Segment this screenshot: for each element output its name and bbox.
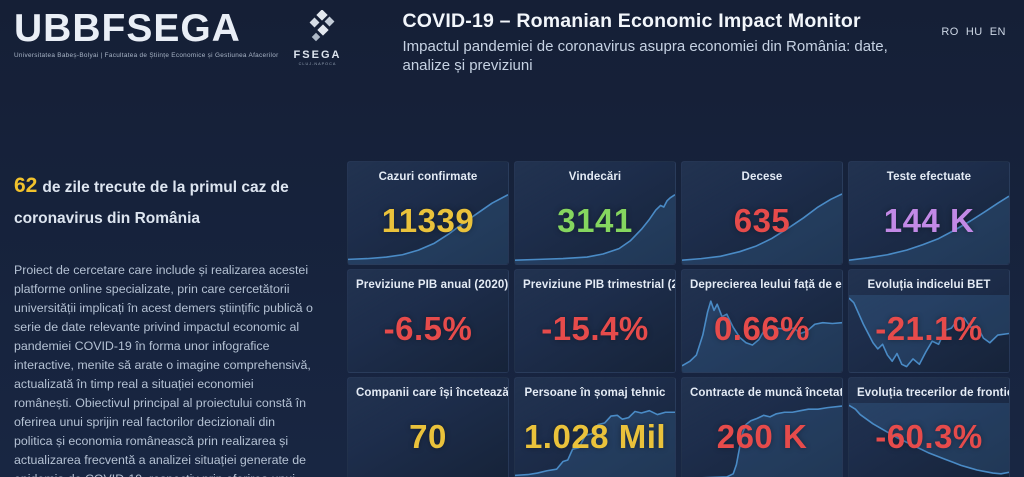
sparkline-chart xyxy=(682,295,842,372)
days-count: 62 xyxy=(14,174,38,197)
metric-value: 3141 xyxy=(557,201,633,239)
sparkline-chart xyxy=(849,187,1009,264)
metric-card[interactable]: Previziune PIB trimestrial (2... -15.4% xyxy=(514,269,676,373)
metric-title: Vindecări xyxy=(568,171,622,183)
metric-title: Evoluția trecerilor de frontieră xyxy=(857,387,1009,399)
sparkline-chart xyxy=(682,403,842,477)
metric-card[interactable]: Teste efectuate 144 K xyxy=(848,161,1010,265)
sparkline-chart xyxy=(515,403,675,477)
metric-title: Cazuri confirmate xyxy=(378,171,478,183)
metric-card[interactable]: Evoluția indicelui BET -21.1% xyxy=(848,269,1010,373)
days-text: de zile trecute de la primul caz de coro… xyxy=(14,179,289,227)
metric-card[interactable]: Contracte de muncă încetate 260 K xyxy=(681,377,843,477)
days-since-first-case: 62 de zile trecute de la primul caz de co… xyxy=(14,168,313,232)
metric-title: Teste efectuate xyxy=(886,171,972,183)
metric-value: 635 xyxy=(733,201,791,239)
metric-card[interactable]: Deprecierea leului față de e... 0.66% xyxy=(681,269,843,373)
title-block: COVID-19 – Romanian Economic Impact Moni… xyxy=(403,8,935,76)
lang-hu[interactable]: HU xyxy=(965,26,983,38)
metric-card[interactable]: Cazuri confirmate 11339 xyxy=(347,161,509,265)
metric-value: -6.5% xyxy=(383,309,473,347)
metric-title: Companii care își încetează ... xyxy=(356,387,508,399)
fsega-emblem-text: FSEGA xyxy=(293,49,342,61)
metric-title: Previziune PIB trimestrial (2... xyxy=(523,279,675,291)
metric-value: -15.4% xyxy=(541,309,649,347)
metric-value: 144 K xyxy=(883,201,975,239)
lang-en[interactable]: EN xyxy=(989,26,1006,38)
language-switcher: RO HU EN xyxy=(934,26,1006,38)
metric-value: 1.028 Mil xyxy=(523,417,667,455)
fsega-emblem-subtext: CLUJ-NAPOCA xyxy=(298,62,337,66)
metric-card[interactable]: Decese 635 xyxy=(681,161,843,265)
metrics-grid: Cazuri confirmate 11339 Vindecări 3141 D… xyxy=(347,161,1010,477)
logo-text: UBBFSEGA xyxy=(14,7,241,50)
metric-card[interactable]: Evoluția trecerilor de frontieră -60.3% xyxy=(848,377,1010,477)
lang-ro[interactable]: RO xyxy=(941,26,959,38)
metric-title: Deprecierea leului față de e... xyxy=(690,279,842,291)
page-title: COVID-19 – Romanian Economic Impact Moni… xyxy=(402,10,861,32)
metric-card[interactable]: Vindecări 3141 xyxy=(514,161,676,265)
sparkline-chart xyxy=(348,187,508,264)
sparkline-chart xyxy=(849,295,1009,372)
fsega-diamonds-icon xyxy=(309,9,334,42)
project-description: Proiect de cercetare care include și rea… xyxy=(14,262,313,477)
metric-title: Persoane în șomaj tehnic xyxy=(524,387,666,399)
sparkline-chart xyxy=(515,187,675,264)
metric-value: -21.1% xyxy=(875,309,983,347)
metric-title: Contracte de muncă încetate xyxy=(690,387,842,399)
sidebar: 62 de zile trecute de la primul caz de co… xyxy=(0,84,347,477)
metric-title: Previziune PIB anual (2020) xyxy=(356,279,508,291)
sparkline-chart xyxy=(682,187,842,264)
metric-card[interactable]: Persoane în șomaj tehnic 1.028 Mil xyxy=(514,377,676,477)
metric-value: -60.3% xyxy=(875,417,983,455)
metric-card[interactable]: Companii care își încetează ... 70 xyxy=(347,377,509,477)
content: 62 de zile trecute de la primul caz de co… xyxy=(0,84,1024,477)
metric-title: Evoluția indicelui BET xyxy=(867,279,991,291)
header: UBBFSEGA Universitatea Babeș-Bolyai | Fa… xyxy=(0,0,1024,84)
metric-value: 11339 xyxy=(381,201,475,239)
page-subtitle: Impactul pandemiei de coronavirus asupra… xyxy=(402,38,888,74)
logo-text-wrap: UBBFSEGA Universitatea Babeș-Bolyai | Fa… xyxy=(14,7,279,59)
metric-value: 260 K xyxy=(716,417,808,455)
metric-title: Decese xyxy=(741,171,783,183)
sparkline-chart xyxy=(849,403,1009,477)
logo[interactable]: UBBFSEGA Universitatea Babeș-Bolyai | Fa… xyxy=(14,7,347,66)
fsega-emblem: FSEGA CLUJ-NAPOCA xyxy=(289,9,347,66)
metric-value: 0.66% xyxy=(713,309,811,347)
metric-value: 70 xyxy=(409,417,447,455)
metric-card[interactable]: Previziune PIB anual (2020) -6.5% xyxy=(347,269,509,373)
logo-tagline: Universitatea Babeș-Bolyai | Facultatea … xyxy=(14,51,279,59)
